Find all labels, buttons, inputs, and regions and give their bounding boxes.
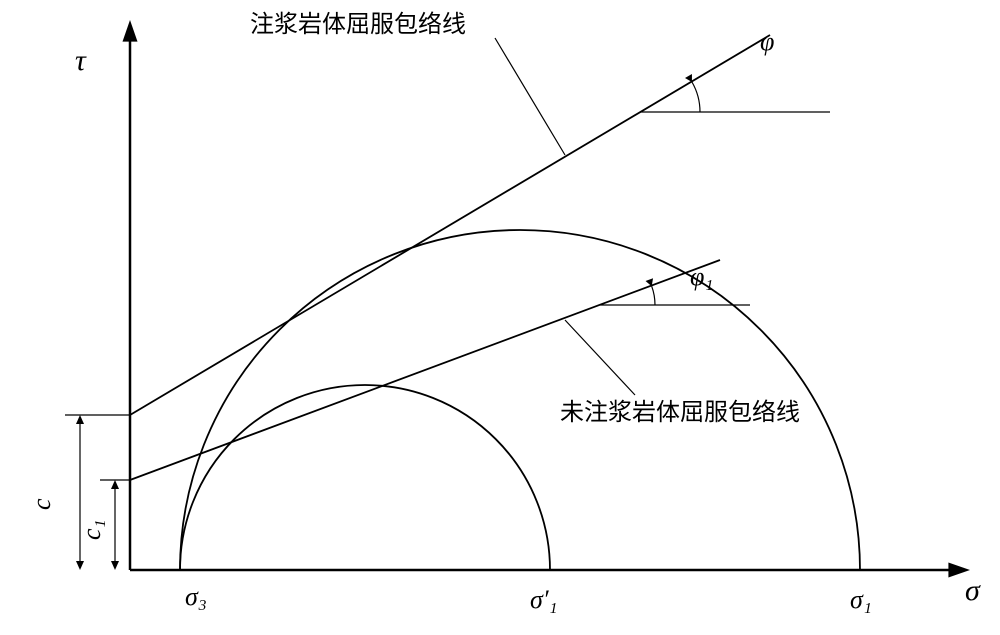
grouted-envelope-label: 注浆岩体屈服包络线 [250,11,466,38]
mohr-coulomb-diagram: τ σ 注浆岩体屈服包络线 未注浆岩体屈服包络线 φ φ₁ c [0,0,1000,635]
c-symbol: c [27,498,56,510]
x-axis-label: σ [965,574,981,607]
sigma1-label: σ₁ [850,585,872,614]
grouted-leader-line [495,38,565,155]
angle-phi: φ [640,27,830,112]
small-mohr-circle [180,385,550,570]
ungrouted-envelope-line [130,260,720,480]
y-axis: τ [75,20,138,570]
ungrouted-leader-line [565,320,635,395]
grouted-envelope-line [130,35,770,415]
intercept-c1: c₁ [77,480,130,570]
sigma1-prime-label: σ′₁ [530,585,558,614]
c1-symbol: c₁ [77,519,106,540]
phi-symbol: φ [760,27,774,56]
sigma3-label: σ₃ [185,582,207,611]
ungrouted-envelope-label: 未注浆岩体屈服包络线 [560,399,800,426]
y-axis-label: τ [75,44,87,77]
phi1-symbol: φ₁ [690,262,713,291]
diagram-canvas: τ σ 注浆岩体屈服包络线 未注浆岩体屈服包络线 φ φ₁ c [0,0,1000,635]
angle-phi1: φ₁ [600,262,750,305]
